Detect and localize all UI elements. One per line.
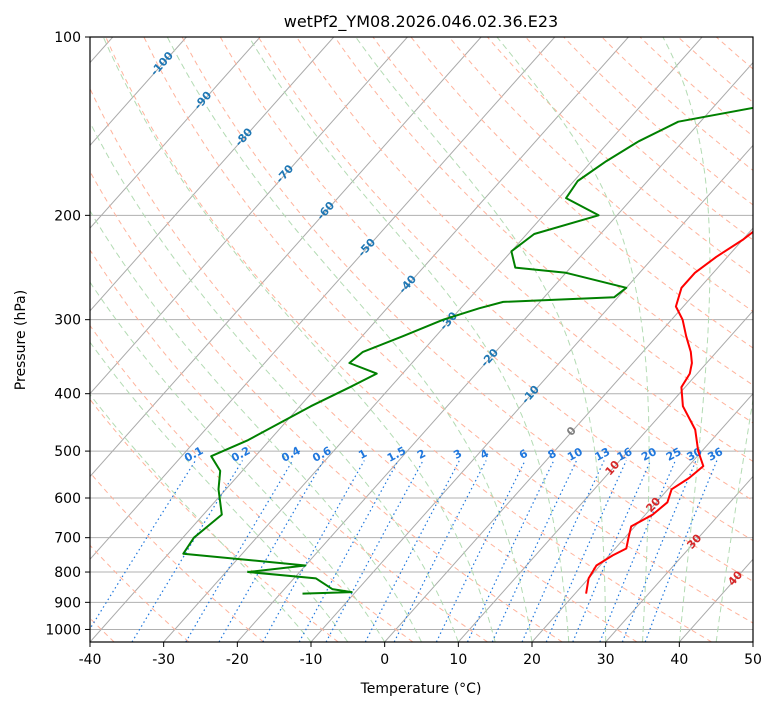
isotherm-line <box>384 227 753 642</box>
dry-adiabat <box>90 170 563 642</box>
dry-adiabat <box>181 37 753 582</box>
isotherm-line <box>90 37 629 642</box>
mixing-ratio-line <box>466 460 555 642</box>
plot-frame <box>89 36 754 643</box>
isotherm-line <box>90 37 556 560</box>
moist-adiabat <box>355 37 607 642</box>
dry-adiabat <box>90 249 488 642</box>
dry-adiabat <box>90 324 414 642</box>
x-tick-label: 30 <box>597 652 615 668</box>
moist-adiabat <box>248 37 570 642</box>
mixing-ratio-line <box>644 460 718 642</box>
temperature-profile-line <box>585 230 753 594</box>
isotherm-line <box>90 37 261 229</box>
mixing-ratio-line <box>599 460 676 642</box>
y-tick-label: 900 <box>54 595 81 611</box>
x-tick-label: 40 <box>670 652 688 668</box>
mixing-ratio-label: 13 <box>593 445 613 464</box>
mixing-ratio-label: 20 <box>639 445 659 464</box>
moist-adiabat <box>166 37 533 642</box>
y-tick-label: 400 <box>54 387 81 403</box>
x-tick-label: 10 <box>449 652 467 668</box>
isotherm-line <box>90 37 482 478</box>
plot-area: 0.1 0.2 0.4 0.6 1 1.5 2 3 4 6 8 10 13 16 20 25 30 36-100-… <box>90 37 753 642</box>
y-tick-label: 200 <box>54 208 81 224</box>
mixing-ratio-label: 16 <box>615 445 635 464</box>
x-tick-label: -40 <box>79 652 102 668</box>
dry-adiabat <box>601 37 753 171</box>
mixing-ratio-label: 36 <box>705 445 725 464</box>
x-axis-title: Temperature (°C) <box>360 681 482 697</box>
dry-adiabat <box>219 37 753 542</box>
x-tick-label: -10 <box>300 652 323 668</box>
dry-adiabat <box>90 87 638 642</box>
mixing-ratio-line <box>185 460 294 642</box>
mixing-ratio-label: 25 <box>664 445 684 464</box>
moist-adiabat <box>90 341 349 642</box>
dry-adiabat <box>105 37 712 642</box>
y-tick-label: 500 <box>54 444 81 460</box>
isotherm-line <box>236 61 753 642</box>
isotherm-line <box>90 37 187 147</box>
mixing-ratio-line <box>491 460 578 642</box>
isotherm-line <box>163 37 703 642</box>
y-axis-title: Pressure (hPa) <box>13 290 29 390</box>
mixing-ratio-line <box>621 460 697 642</box>
mixing-ratio-line <box>298 460 399 642</box>
x-tick-label: 50 <box>744 652 762 668</box>
moist-adiabat <box>496 37 650 642</box>
moist-adiabat <box>90 121 459 642</box>
y-tick-label: 1000 <box>45 622 81 638</box>
mixing-ratio-line <box>131 460 244 642</box>
mixing-ratio-label: 30 <box>685 445 705 464</box>
axes: -40 -30 -20 -10 0 10 20 30 40 50 100 200 300 400 500 60… <box>45 30 762 668</box>
y-tick-label: 600 <box>54 491 81 507</box>
y-tick-label: 100 <box>54 30 81 46</box>
mixing-ratio-line <box>545 460 627 642</box>
mixing-ratio-line <box>218 460 325 642</box>
isotherm-line <box>457 310 753 642</box>
x-tick-label: -20 <box>226 652 249 668</box>
mixing-ratio-line <box>325 460 424 642</box>
mixing-ratio-line <box>262 460 365 642</box>
mixing-ratio-line <box>572 460 652 642</box>
dewpoint-profile-line <box>182 106 753 595</box>
y-tick-label: 300 <box>54 313 81 329</box>
chart-title: wetPf2_YM08.2026.046.02.36.E23 <box>284 12 558 32</box>
dry-adiabat <box>257 37 753 502</box>
moist-adiabat <box>662 37 711 642</box>
x-tick-label: 20 <box>523 652 541 668</box>
dry-adiabat <box>296 37 753 462</box>
x-tick-label: 0 <box>380 652 389 668</box>
isotherm-line <box>605 475 753 642</box>
isotherm-line <box>90 37 408 395</box>
isotherm-line <box>90 37 335 312</box>
moist-adiabat <box>90 281 386 642</box>
y-tick-label: 700 <box>54 531 81 547</box>
moist-adiabat <box>715 396 753 642</box>
isotherm-line <box>531 392 753 642</box>
x-tick-label: -30 <box>152 652 175 668</box>
dry-adiabat <box>90 398 339 642</box>
mixing-ratio-label: 10 <box>565 445 585 464</box>
moist-adiabat <box>102 37 496 642</box>
y-tick-label: 800 <box>54 565 81 581</box>
mixing-ratio-line <box>521 460 605 642</box>
